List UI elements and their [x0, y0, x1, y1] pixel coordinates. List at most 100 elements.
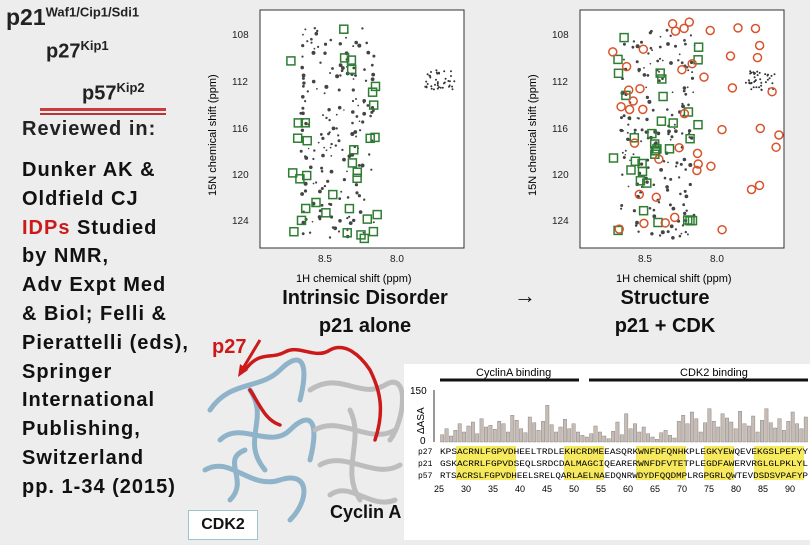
nmr-peak: [624, 154, 626, 156]
nmr-peak: [640, 140, 643, 143]
nmr-spectrum-left: 108 112 116 120 124 8.5 8.0 15N chemical…: [207, 9, 465, 285]
ref-idps: IDPs: [22, 216, 71, 239]
nmr-peak: [329, 38, 333, 42]
nmr-peak: [669, 34, 672, 37]
nmr-peak: [352, 45, 355, 48]
sequence-ticks: 25 30 35 40 45 50 55 60 65 70 75 80 85 90: [434, 484, 795, 494]
nmr-peak: [681, 224, 685, 227]
nmr-peak: [447, 80, 450, 82]
nmr-peak: [669, 138, 672, 141]
assigned-peak-marker: [362, 214, 373, 224]
nmr-peak: [691, 71, 694, 74]
nmr-peak: [309, 165, 313, 170]
nmr-peak: [320, 170, 324, 173]
nmr-peak: [674, 44, 677, 48]
nmr-peak: [635, 60, 639, 64]
bound-peak-marker: [774, 130, 784, 140]
nmr-peak: [372, 109, 375, 112]
dasa-bar: [571, 423, 576, 443]
nmr-peak: [678, 234, 682, 238]
assigned-peak-marker: [647, 128, 657, 139]
nmr-peak: [679, 192, 682, 196]
assigned-peak-marker: [621, 90, 631, 101]
nmr-peak: [642, 73, 647, 77]
nmr-peak: [750, 88, 753, 91]
bound-peak-marker: [717, 124, 727, 135]
ref-line3: IDPs Studied: [22, 214, 189, 243]
sequence-tick: 55: [596, 484, 606, 494]
nmr-peak: [649, 46, 653, 50]
dasa-bar: [637, 431, 642, 443]
dasa-bar: [479, 418, 484, 443]
bound-peak-marker: [654, 154, 664, 164]
nmr-peak: [688, 132, 691, 135]
nmr-peak: [756, 74, 759, 77]
nmr-peak: [684, 168, 687, 171]
nmr-peak: [327, 108, 331, 112]
sequence-tick: 70: [677, 484, 687, 494]
nmr-peak: [354, 40, 358, 45]
nmr-peak: [354, 74, 357, 77]
nmr-peak: [651, 108, 655, 112]
nmr-peak: [338, 219, 342, 223]
nmr-peak: [667, 161, 669, 164]
assigned-peak-marker: [664, 144, 675, 154]
ytick: 116: [232, 124, 248, 135]
dasa-bar: [440, 434, 445, 443]
nmr-peak: [337, 134, 340, 137]
nmr-peak: [340, 190, 343, 193]
assigned-peak-marker: [367, 87, 378, 97]
nmr-peak: [337, 139, 341, 143]
nmr-peak: [677, 176, 681, 179]
nmr-peak: [752, 86, 755, 89]
title-p21: p21Waf1/Cip1/Sdi1: [6, 4, 139, 31]
reference-block: Dunker AK & Oldfield CJ IDPs Studied by …: [22, 156, 189, 502]
dasa-bar: [663, 430, 668, 443]
nmr-peak: [674, 129, 678, 133]
nmr-peak: [656, 131, 661, 136]
dasa-bar: [668, 435, 672, 443]
nmr-peak: [346, 170, 348, 173]
ref-line8: Springer: [22, 360, 113, 383]
nmr-peak: [658, 57, 662, 60]
nmr-peak: [357, 164, 361, 167]
bound-peak-marker: [771, 142, 781, 152]
dasa-bar: [681, 415, 686, 443]
dasa-bar: [619, 434, 624, 443]
nmr-peak: [327, 132, 330, 136]
nmr-peak: [451, 85, 454, 88]
nmr-peak: [316, 29, 319, 33]
nmr-peak: [637, 117, 640, 120]
nmr-peak: [320, 166, 324, 170]
nmr-peak: [436, 81, 439, 84]
sequence-tick: 90: [785, 484, 795, 494]
bound-peak-marker: [717, 224, 727, 235]
dasa-bar: [716, 426, 721, 443]
assigned-peak-marker: [693, 119, 703, 130]
nmr-peak: [358, 210, 363, 214]
sequence-tick: 85: [758, 484, 768, 494]
seq-name: p57: [418, 472, 433, 481]
nmr-peak: [687, 69, 690, 72]
nmr-peak: [428, 74, 431, 77]
y-axis-label: 15N chemical shift (ppm): [207, 74, 219, 196]
nmr-peak: [652, 183, 656, 187]
assigned-peak-marker: [287, 168, 298, 178]
dasa-bar: [484, 426, 488, 443]
dasa-bar: [707, 408, 712, 443]
nmr-peak: [362, 99, 366, 103]
nmr-peak: [632, 209, 636, 213]
dasa-bar: [475, 433, 480, 443]
assigned-peak-marker: [637, 158, 647, 169]
assigned-peak-marker: [349, 145, 359, 155]
assigned-peak-marker: [635, 176, 646, 186]
ref-line6: & Biol; Felli &: [22, 302, 167, 325]
nmr-peak: [684, 230, 687, 234]
bound-peak-marker: [752, 52, 763, 63]
p27-label-text: p27: [212, 336, 247, 358]
nmr-peak: [678, 53, 681, 56]
nmr-peak: [302, 84, 305, 88]
dasa-bar: [602, 435, 607, 443]
dasa-bar: [527, 416, 532, 443]
nmr-peak: [361, 27, 364, 30]
